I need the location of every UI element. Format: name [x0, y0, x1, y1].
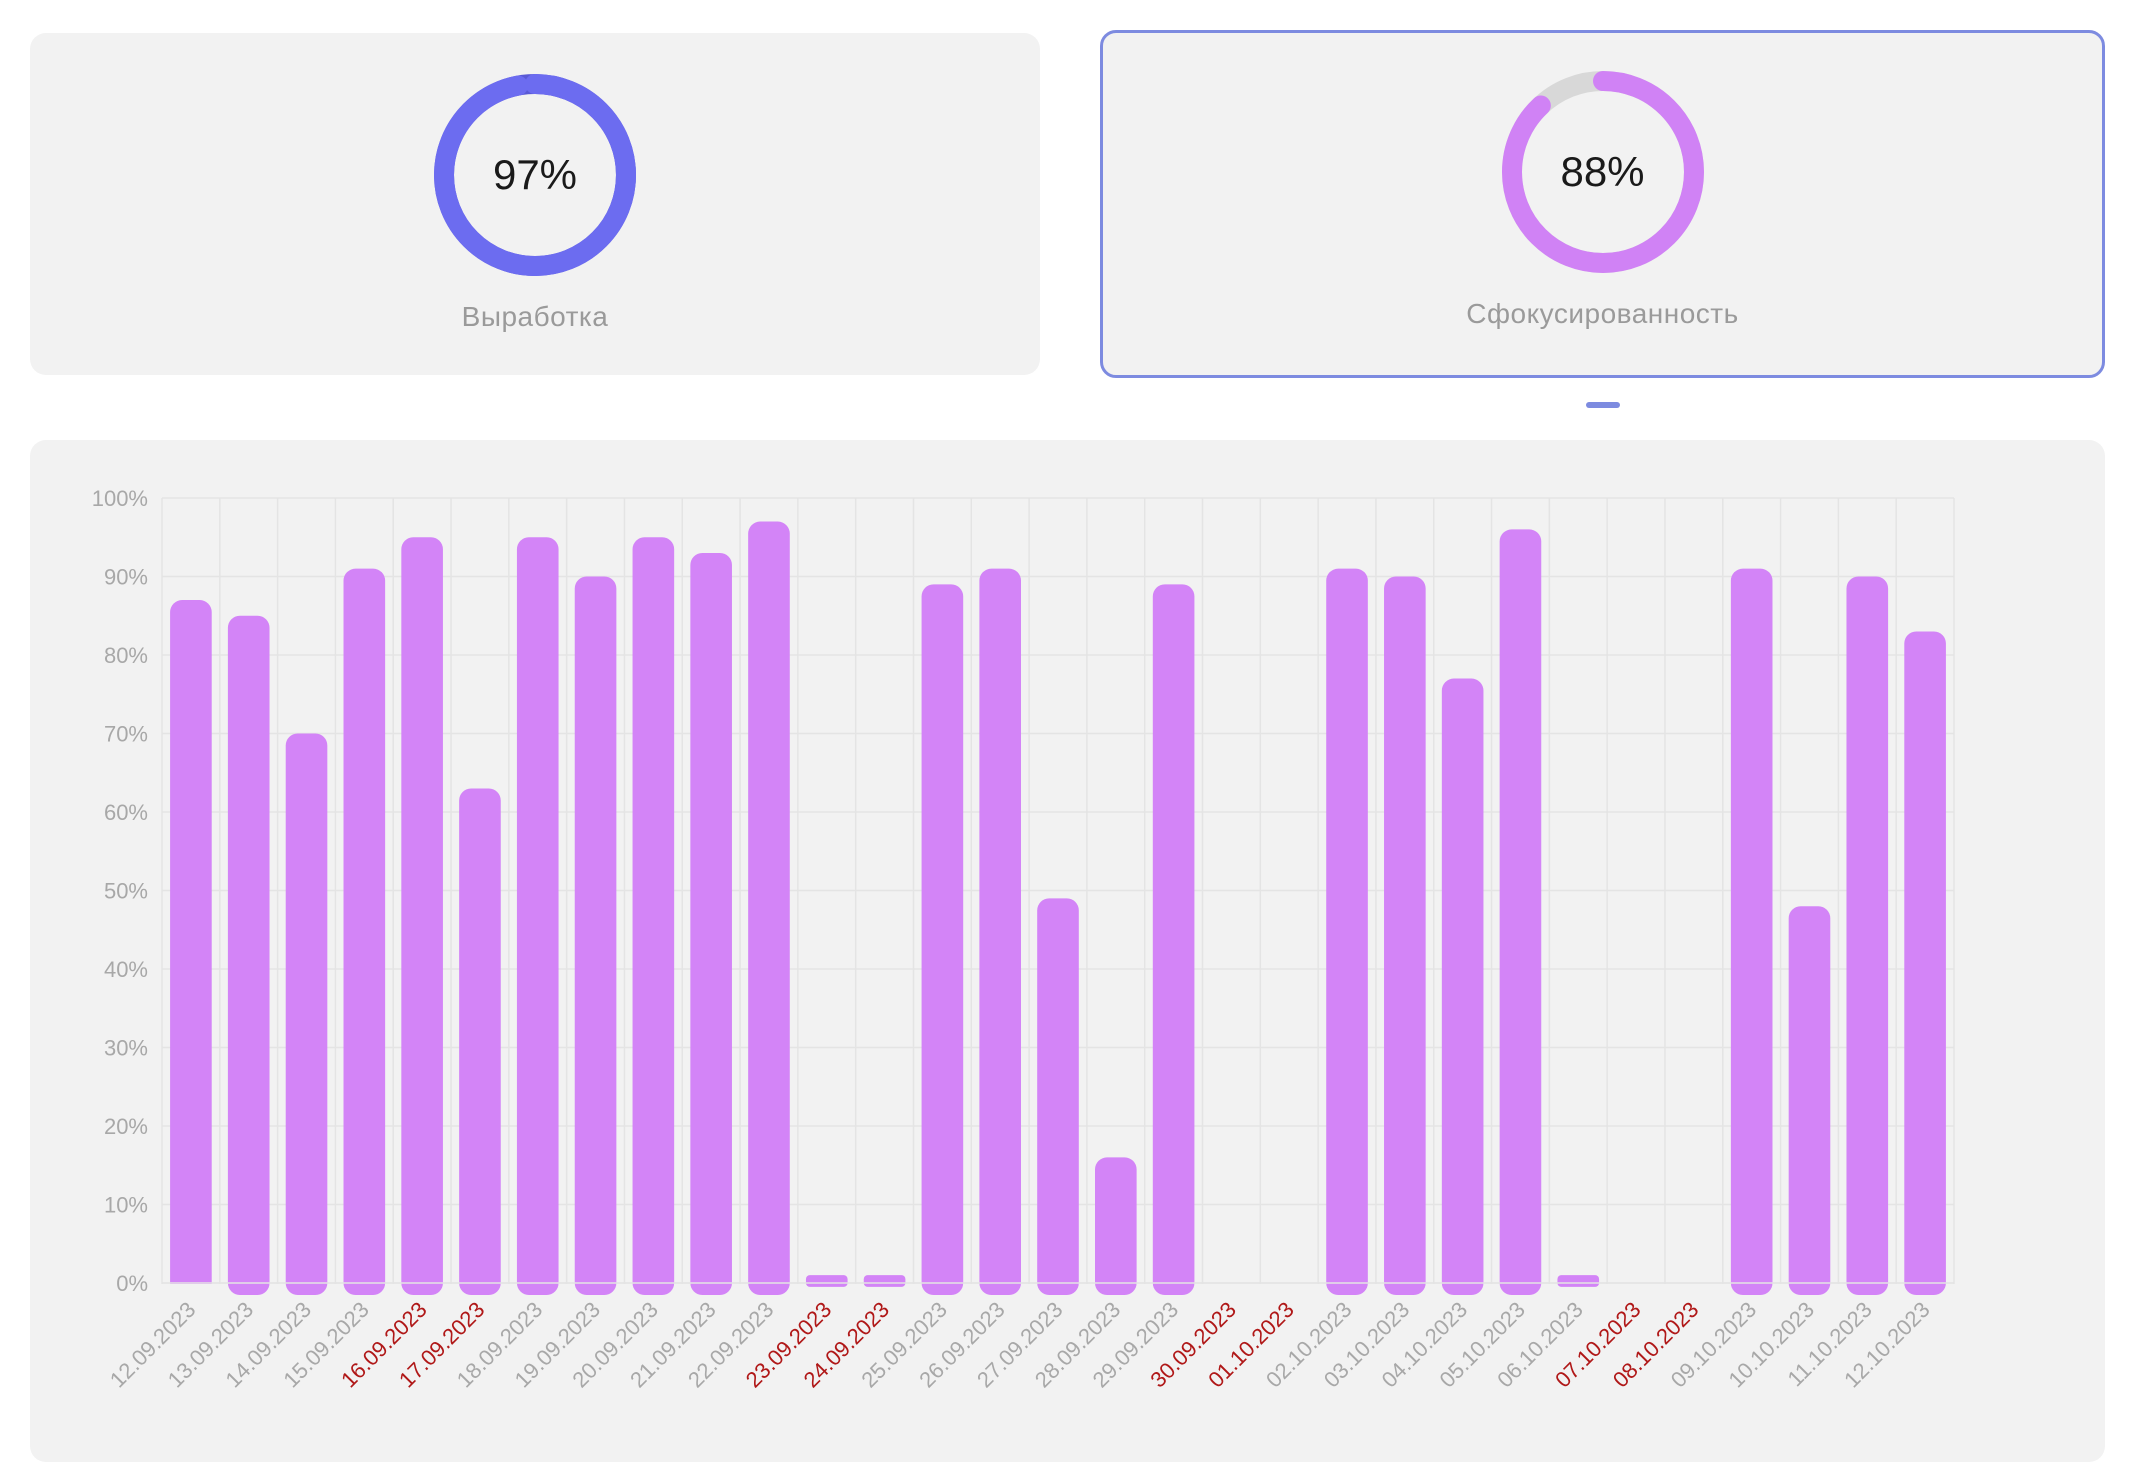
bar: [1904, 631, 1946, 1295]
y-tick-label: 10%: [104, 1193, 148, 1218]
output-metric-card[interactable]: 97% Выработка: [30, 33, 1040, 375]
output-value: 97%: [492, 151, 578, 198]
y-tick-label: 0%: [116, 1271, 148, 1296]
y-tick-label: 70%: [104, 722, 148, 747]
bar: [459, 788, 501, 1295]
y-tick-label: 30%: [104, 1036, 148, 1061]
output-label: Выработка: [461, 301, 609, 332]
bar: [1441, 678, 1484, 1295]
bar: [1326, 568, 1368, 1295]
bar: [516, 537, 559, 1295]
bar: [1152, 584, 1195, 1295]
y-tick-label: 90%: [104, 565, 148, 590]
bar: [690, 552, 732, 1295]
selected-card-indicator: [1586, 402, 1620, 408]
focus-gauge-ring: [1501, 71, 1704, 273]
bar: [1730, 568, 1773, 1295]
focus-label: Сфокусированность: [1466, 298, 1739, 329]
bar: [1094, 1157, 1137, 1295]
y-tick-label: 100%: [92, 486, 148, 511]
bar: [863, 1275, 906, 1287]
bar: [979, 568, 1022, 1295]
bar: [227, 615, 270, 1295]
bar: [1846, 576, 1889, 1295]
output-gauge: 97%: [433, 73, 637, 277]
bar: [1788, 906, 1831, 1295]
daily-bar-chart: 0%10%20%30%40%50%60%70%80%90%100%12.09.2…: [92, 486, 1956, 1392]
bar: [1499, 529, 1542, 1295]
y-tick-label: 40%: [104, 957, 148, 982]
focus-gauge: 88%: [1501, 70, 1705, 274]
bar: [574, 576, 617, 1295]
bar: [1037, 898, 1079, 1295]
bar: [401, 537, 443, 1295]
bar: [1557, 1275, 1600, 1287]
y-tick-label: 50%: [104, 879, 148, 904]
y-tick-label: 20%: [104, 1114, 148, 1139]
bar: [170, 600, 212, 1295]
daily-bar-chart-card: 0% 10% 20% 30% 40% 50% 60% 70% 80% 90% 100% 12.09.2…: [30, 440, 2105, 1462]
bar: [632, 537, 675, 1295]
output-gauge-ring: [434, 74, 636, 276]
bar: [805, 1275, 848, 1287]
bar: [343, 568, 386, 1295]
y-tick-label: 80%: [104, 643, 148, 668]
bar: [285, 733, 328, 1295]
y-tick-label: 60%: [104, 800, 148, 825]
bar: [748, 521, 790, 1295]
focus-value: 88%: [1560, 148, 1645, 195]
bar: [921, 584, 964, 1295]
bar: [1384, 576, 1426, 1295]
focus-metric-card[interactable]: 88% Сфокусированность: [1100, 30, 2105, 378]
